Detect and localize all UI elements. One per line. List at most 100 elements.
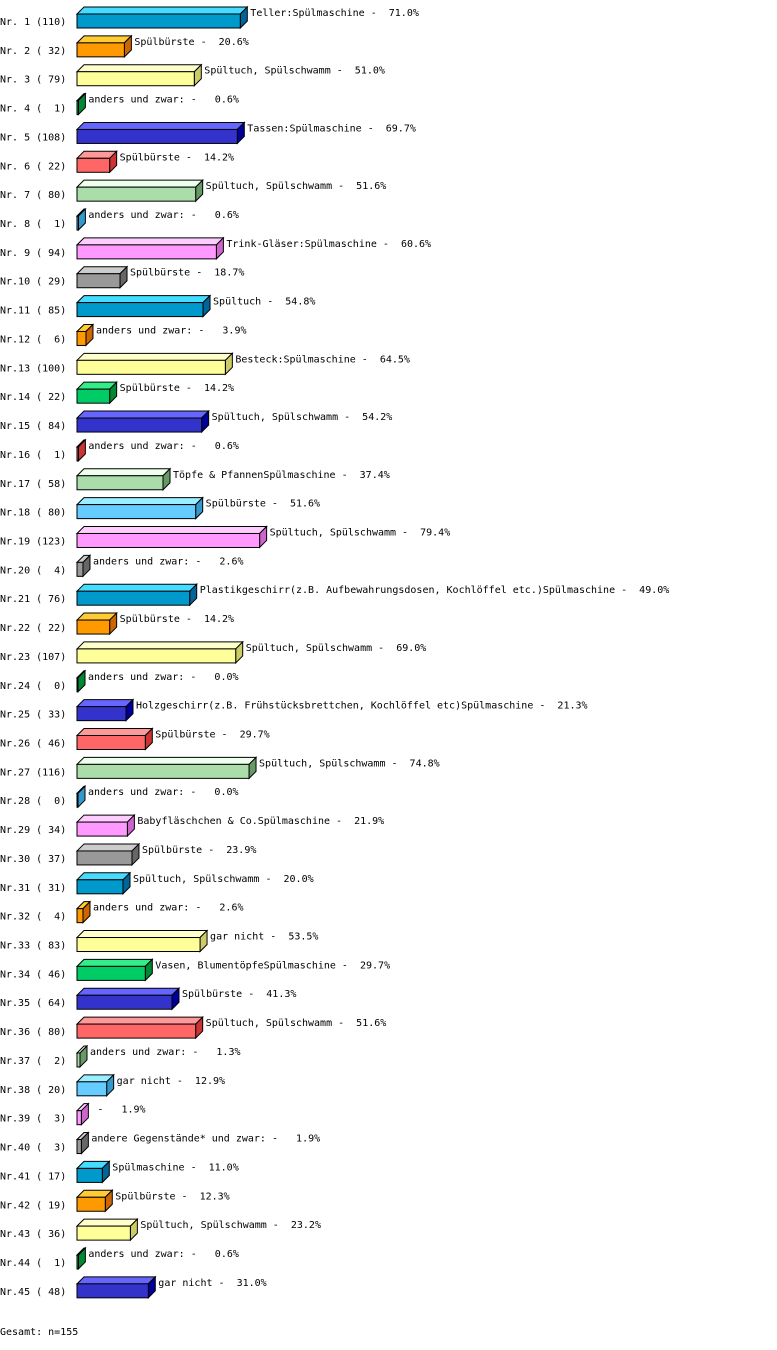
row-label: Nr.29 ( 34) bbox=[0, 825, 66, 836]
bar bbox=[76, 128, 238, 144]
bar bbox=[76, 706, 127, 722]
bar-label: anders und zwar: - 0.6% bbox=[88, 210, 239, 221]
bar-label: anders und zwar: - 1.3% bbox=[90, 1047, 241, 1058]
bar bbox=[76, 1023, 197, 1039]
row-label: Nr.30 ( 37) bbox=[0, 854, 66, 865]
row-label: Nr.31 ( 31) bbox=[0, 883, 66, 894]
total-count: Gesamt: n=155 bbox=[0, 1327, 79, 1338]
bar-label: Spülbürste - 29.7% bbox=[155, 730, 269, 741]
bar bbox=[76, 71, 195, 87]
bar bbox=[76, 1254, 79, 1270]
bar-top bbox=[75, 843, 141, 852]
bar-label: Spültuch, Spülschwamm - 69.0% bbox=[246, 643, 427, 654]
bar-label: Plastikgeschirr(z.B. Aufbewahrungsdosen,… bbox=[200, 585, 670, 596]
row-label: Nr.34 ( 46) bbox=[0, 969, 66, 980]
bar bbox=[76, 879, 124, 895]
bar bbox=[76, 677, 79, 693]
bar-label: Spültuch, Spülschwamm - 51.6% bbox=[206, 181, 387, 192]
row-label: Nr.42 ( 19) bbox=[0, 1200, 66, 1211]
bar-top bbox=[75, 352, 234, 361]
bar-top bbox=[75, 237, 225, 246]
bar-label: Spültuch, Spülschwamm - 79.4% bbox=[270, 527, 451, 538]
bar-label: Spültuch, Spülschwamm - 74.8% bbox=[259, 758, 440, 769]
bar bbox=[76, 965, 146, 981]
row-label: Nr.43 ( 36) bbox=[0, 1229, 66, 1240]
row-label: Nr. 4 ( 1) bbox=[0, 104, 66, 115]
bar bbox=[76, 1225, 131, 1241]
row-label: Nr.19 (123) bbox=[0, 536, 66, 547]
row-label: Nr.25 ( 33) bbox=[0, 710, 66, 721]
bar bbox=[76, 388, 111, 404]
bar-label: Spülbürste - 12.3% bbox=[115, 1191, 229, 1202]
bar bbox=[76, 1196, 106, 1212]
bar-label: anders und zwar: - 0.6% bbox=[88, 1249, 239, 1260]
bar bbox=[76, 1110, 82, 1126]
row-label: Nr.16 ( 1) bbox=[0, 450, 66, 461]
bar bbox=[76, 532, 261, 548]
bar-label: Spültuch, Spülschwamm - 23.2% bbox=[140, 1220, 321, 1231]
bar-label: Spülbürste - 51.6% bbox=[206, 499, 320, 510]
bar-label: gar nicht - 53.5% bbox=[210, 932, 318, 943]
row-label: Nr.39 ( 3) bbox=[0, 1114, 66, 1125]
row-label: Nr.20 ( 4) bbox=[0, 565, 66, 576]
bar bbox=[76, 1167, 103, 1183]
bar bbox=[76, 763, 250, 779]
row-label: Nr.14 ( 22) bbox=[0, 392, 66, 403]
bar bbox=[76, 244, 217, 260]
bar-label: Trink-Gläser:Spülmaschine - 60.6% bbox=[226, 239, 431, 250]
row-label: Nr.24 ( 0) bbox=[0, 681, 66, 692]
row-label: Nr. 8 ( 1) bbox=[0, 219, 66, 230]
bar-label: anders und zwar: - 2.6% bbox=[93, 556, 244, 567]
bar-top bbox=[75, 1276, 157, 1285]
bar bbox=[76, 446, 79, 462]
bar-label: Spülbürste - 14.2% bbox=[120, 614, 234, 625]
row-label: Nr.38 ( 20) bbox=[0, 1085, 66, 1096]
row-label: Nr.11 ( 85) bbox=[0, 306, 66, 317]
bar-label: gar nicht - 31.0% bbox=[158, 1278, 266, 1289]
bar bbox=[76, 1052, 81, 1068]
bar bbox=[76, 330, 87, 346]
row-label: Nr.36 ( 80) bbox=[0, 1027, 66, 1038]
bar-label: Spültuch - 54.8% bbox=[213, 297, 315, 308]
row-label: Nr. 5 (108) bbox=[0, 132, 66, 143]
bar-side bbox=[77, 785, 86, 809]
row-label: Nr. 2 ( 32) bbox=[0, 46, 66, 57]
bar-top bbox=[75, 410, 210, 419]
bar-top bbox=[75, 987, 181, 996]
bar-label: anders und zwar: - 3.9% bbox=[96, 325, 247, 336]
row-label: Nr.23 (107) bbox=[0, 652, 66, 663]
row-label: Nr. 3 ( 79) bbox=[0, 75, 66, 86]
bar-side bbox=[77, 438, 86, 463]
bar bbox=[76, 1081, 108, 1097]
bar bbox=[76, 475, 164, 491]
bar-chart: Nr. 1 (110) Teller:Spülmaschine - 71.0% Nr… bbox=[0, 5, 670, 1300]
row-label: Nr.44 ( 1) bbox=[0, 1258, 66, 1269]
row-label: Nr. 1 (110) bbox=[0, 17, 66, 28]
bar-label: Spültuch, Spülschwamm - 54.2% bbox=[212, 412, 393, 423]
bar-side bbox=[77, 669, 86, 693]
bar-top bbox=[75, 295, 212, 304]
bar bbox=[76, 648, 237, 664]
bar-top bbox=[75, 756, 258, 765]
row-label: Nr.45 ( 48) bbox=[0, 1287, 66, 1298]
bar-top bbox=[75, 872, 132, 881]
bar-label: anders und zwar: - 0.0% bbox=[88, 672, 239, 683]
bar-top bbox=[75, 583, 198, 592]
row-label: Nr.18 ( 80) bbox=[0, 508, 66, 519]
bar-label: Spültuch, Spülschwamm - 20.0% bbox=[133, 874, 314, 885]
bar bbox=[76, 1283, 149, 1299]
row-label: Nr.12 ( 6) bbox=[0, 334, 66, 345]
bar-top bbox=[75, 728, 154, 736]
row-label: Nr. 6 ( 22) bbox=[0, 161, 66, 172]
bar-top bbox=[75, 6, 249, 15]
bar-label: Spülmaschine - 11.0% bbox=[112, 1162, 238, 1173]
bar bbox=[76, 504, 197, 520]
bar bbox=[76, 157, 111, 173]
bar-label: Töpfe & PfannenSpülmaschine - 37.4% bbox=[173, 470, 390, 481]
bar-label: anders und zwar: - 0.0% bbox=[88, 787, 239, 798]
bar-top bbox=[75, 35, 133, 44]
bar-label: gar nicht - 12.9% bbox=[117, 1076, 225, 1087]
row-label: Nr. 7 ( 80) bbox=[0, 190, 66, 201]
bar bbox=[76, 186, 197, 202]
bar bbox=[76, 619, 111, 635]
